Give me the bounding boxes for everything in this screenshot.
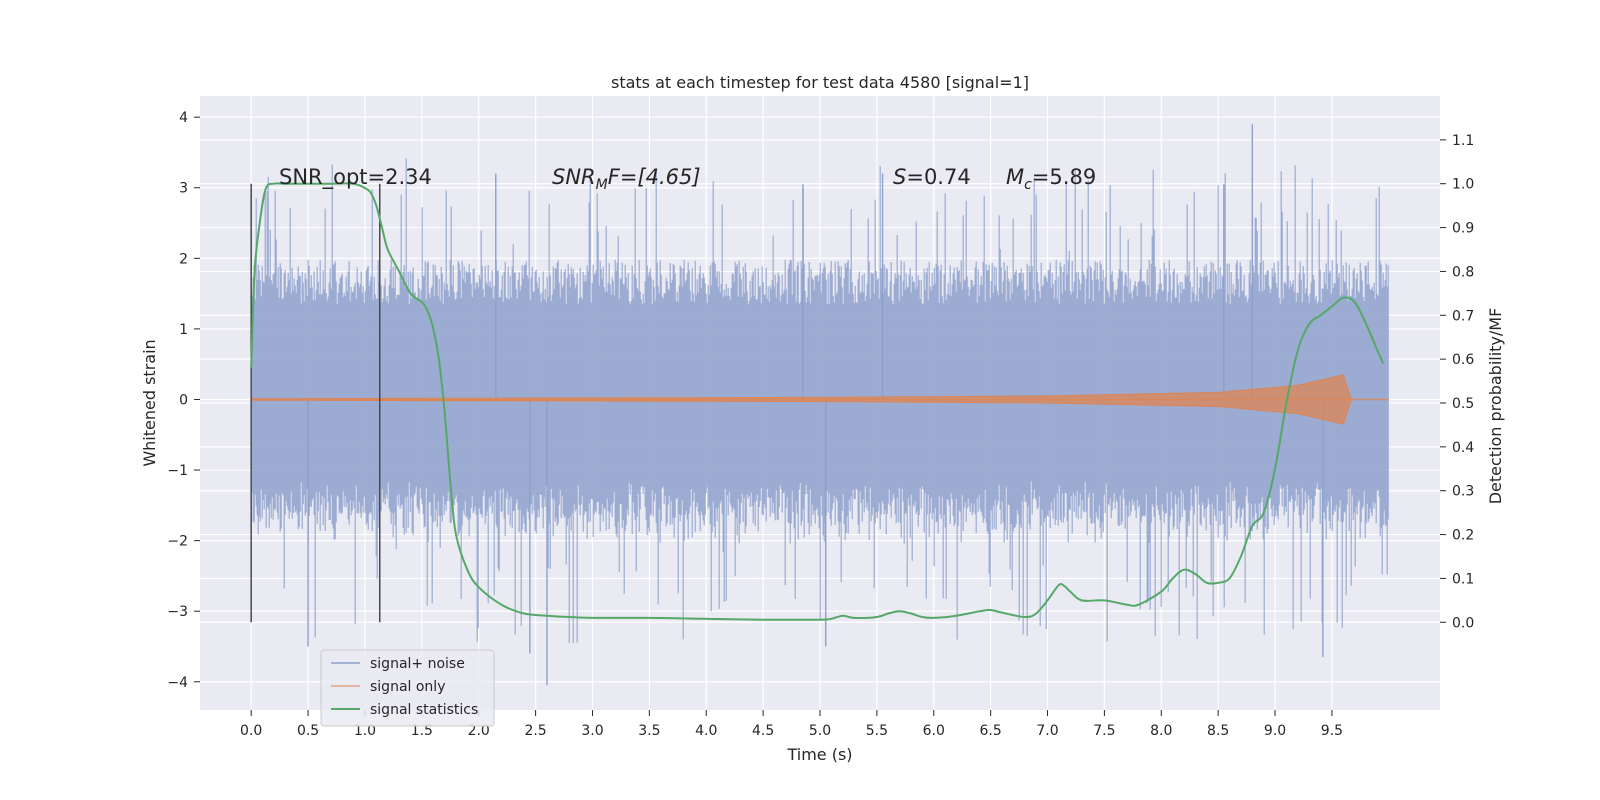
y2-tick-label: 0.7 (1452, 308, 1474, 324)
y2-axis-ticks: 1.1 1.0 0.9 0.8 0.7 0.6 0.5 0.4 0.3 0.2 0.1 0.0 (1440, 133, 1474, 631)
y-tick-label: 3 (179, 181, 188, 197)
x-axis-ticks: 0.0 0.5 1.0 1.5 2.0 2.5 3.0 3.5 4.0 4.5 5.0 5.5 6.0 6… (240, 710, 1343, 739)
x-tick-label: 4.5 (752, 723, 774, 739)
y-tick-label: 1 (179, 322, 188, 338)
y2-tick-label: 0.9 (1452, 221, 1474, 237)
vertical-markers (250, 183, 381, 623)
legend: signal+ noise signal only signal statist… (320, 649, 495, 727)
x-tick-label: 5.5 (866, 723, 888, 739)
s-symbol: S (893, 165, 906, 189)
y2-tick-label: 0.3 (1452, 484, 1474, 500)
snr-mf-symbol: SNR (552, 165, 596, 189)
x-tick-label: 8.0 (1150, 723, 1172, 739)
y-tick-label: −3 (167, 604, 188, 620)
x-tick-label: 0.5 (297, 723, 319, 739)
y-tick-label: 0 (179, 392, 188, 408)
y2-tick-label: 0.6 (1452, 352, 1474, 368)
x-tick-label: 9.0 (1264, 723, 1286, 739)
y-tick-label: −4 (167, 675, 188, 691)
mc-subscript: c (1024, 177, 1032, 193)
legend-label-signal-statistics: signal statistics (370, 702, 478, 718)
y2-tick-label: 0.5 (1452, 396, 1474, 412)
x-tick-label: 2.0 (468, 723, 490, 739)
x-tick-label: 6.0 (923, 723, 945, 739)
x-tick-label: 2.5 (524, 723, 546, 739)
snr-mf-value: F=[4.65] (608, 165, 701, 189)
x-tick-label: 3.0 (581, 723, 603, 739)
s-annotation: S=0.74 (893, 165, 971, 189)
y2-tick-label: 1.1 (1452, 133, 1474, 149)
y2-tick-label: 0.4 (1452, 440, 1474, 456)
x-tick-label: 8.5 (1207, 723, 1229, 739)
plot-content (250, 124, 1389, 686)
signal-only-series (250, 374, 1389, 425)
s-value: =0.74 (906, 165, 970, 189)
signal-statistics-line (250, 182, 1385, 621)
mc-annotation: Mc=5.89 (1006, 165, 1096, 193)
x-tick-label: 9.5 (1321, 723, 1343, 739)
mc-symbol: M (1006, 165, 1024, 189)
mc-value: =5.89 (1032, 165, 1096, 189)
x-tick-label: 7.0 (1036, 723, 1058, 739)
signal-statistics-series (250, 182, 1385, 621)
y2-axis-label: Detection probability/MF (1486, 308, 1505, 505)
legend-label-signal-noise: signal+ noise (370, 656, 465, 672)
y2-tick-label: 0.8 (1452, 264, 1474, 280)
x-tick-label: 0.0 (240, 723, 262, 739)
y2-tick-label: 1.0 (1452, 177, 1474, 193)
y-axis-label: Whitened strain (140, 339, 159, 466)
legend-label-signal-only: signal only (370, 679, 445, 695)
legend-box (320, 649, 495, 727)
y2-tick-label: 0.0 (1452, 615, 1474, 631)
y-axis-ticks: 4 3 2 1 0 −1 −2 −3 −4 (167, 110, 200, 691)
x-tick-label: 3.5 (638, 723, 660, 739)
x-tick-label: 4.0 (695, 723, 717, 739)
y-tick-label: −2 (167, 534, 188, 550)
x-axis-label: Time (s) (786, 745, 852, 764)
x-tick-label: 5.0 (809, 723, 831, 739)
y2-tick-label: 0.2 (1452, 528, 1474, 544)
x-tick-label: 1.5 (411, 723, 433, 739)
x-tick-label: 7.5 (1093, 723, 1115, 739)
y-tick-label: −1 (167, 463, 188, 479)
chart-title: stats at each timestep for test data 458… (611, 73, 1029, 92)
y-tick-label: 4 (179, 110, 188, 126)
snr-opt-annotation: SNR_opt=2.34 (279, 165, 432, 190)
y-tick-label: 2 (179, 251, 188, 267)
x-tick-label: 6.5 (980, 723, 1002, 739)
y2-tick-label: 0.1 (1452, 571, 1474, 587)
snr-mf-subscript: M (596, 177, 608, 193)
snr-mf-annotation: SNRMF=[4.65] (552, 165, 701, 193)
x-tick-label: 1.0 (354, 723, 376, 739)
